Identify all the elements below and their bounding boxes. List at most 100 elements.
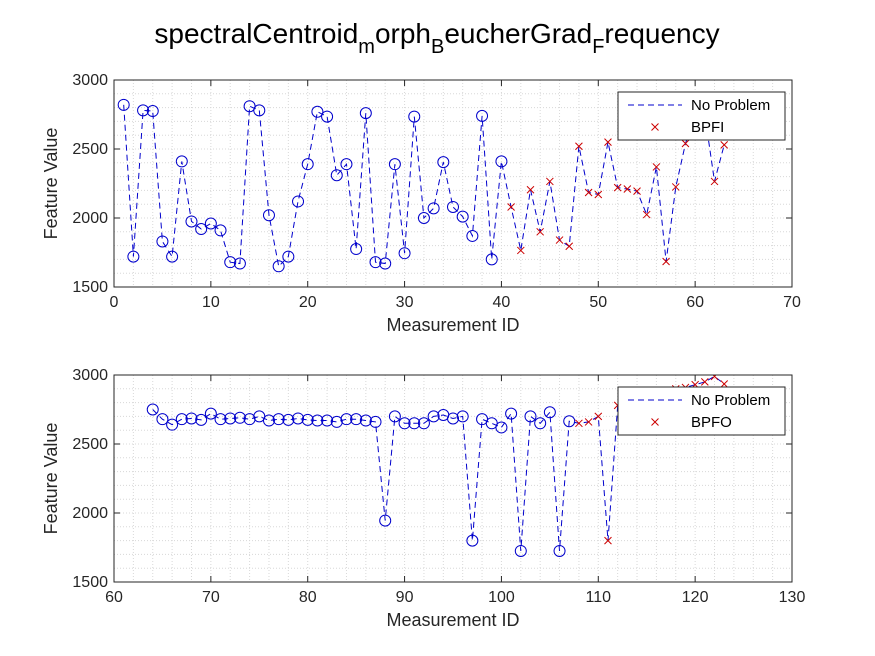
data-point-circle	[330, 169, 343, 182]
title-subscript: B	[431, 36, 444, 58]
data-point-cross	[681, 139, 690, 148]
data-point-circle	[437, 156, 450, 169]
data-point-circle	[311, 414, 324, 427]
data-point-circle	[340, 158, 353, 171]
data-point-circle	[175, 155, 188, 168]
data-point-circle	[233, 411, 246, 424]
data-point-cross	[584, 418, 593, 426]
y-axis-label: Feature Value	[41, 423, 61, 535]
title-subscript: m	[358, 36, 375, 58]
y-tick-label: 3000	[72, 367, 108, 384]
data-point-cross	[642, 210, 651, 219]
data-point-circle	[301, 413, 314, 426]
series-group	[117, 98, 729, 273]
data-point-cross	[623, 185, 632, 193]
series-line	[123, 104, 725, 268]
data-point-circle	[456, 210, 469, 223]
bottom-subplot: 60 70 80 90 100 110 120 130 1500 2000 2500 3000 Meas…	[41, 367, 805, 630]
legend: No Problem BPFI	[617, 91, 786, 141]
title-part: eucherGrad	[444, 18, 592, 49]
x-tick-label: 130	[779, 589, 806, 606]
data-point-circle	[514, 544, 527, 557]
x-tick-label: 80	[299, 589, 317, 606]
legend-box	[617, 91, 786, 141]
data-point-cross	[710, 375, 719, 381]
data-point-circle	[359, 414, 372, 427]
x-tick-label: 40	[493, 294, 511, 311]
x-axis-label: Measurement ID	[386, 315, 519, 335]
legend-box	[617, 386, 786, 436]
data-point-circle	[292, 412, 305, 425]
x-axis-label: Measurement ID	[386, 610, 519, 630]
x-tick-label: 70	[783, 294, 801, 311]
y-axis-label: Feature Value	[41, 128, 61, 240]
data-point-cross	[594, 190, 603, 199]
data-point-circle	[282, 413, 295, 426]
data-point-circle	[214, 224, 227, 237]
data-point-circle	[233, 257, 246, 270]
x-tick-label: 60	[105, 589, 123, 606]
data-point-circle	[408, 110, 421, 123]
y-tick-label: 2500	[72, 436, 108, 453]
y-tick-label: 1500	[72, 279, 108, 296]
legend-marker-swatch	[651, 418, 659, 426]
data-point-circle	[146, 403, 159, 416]
series-group	[146, 375, 729, 557]
y-tick-label: 2000	[72, 210, 108, 227]
data-point-cross	[652, 163, 661, 171]
data-point-circle	[272, 413, 285, 426]
data-point-cross	[526, 185, 535, 194]
data-point-circle	[137, 104, 150, 117]
data-point-cross	[710, 177, 719, 186]
legend-entry-label: No Problem	[691, 97, 770, 114]
data-point-cross	[536, 227, 545, 236]
data-point-circle	[195, 413, 208, 426]
data-point-circle	[543, 406, 556, 419]
data-point-circle	[156, 413, 169, 426]
data-point-circle	[146, 105, 159, 118]
data-point-circle	[495, 421, 508, 434]
legend: No Problem BPFO	[617, 386, 786, 436]
data-point-circle	[272, 260, 285, 273]
data-point-circle	[427, 410, 440, 423]
data-point-circle	[292, 195, 305, 208]
data-point-cross	[584, 188, 593, 197]
data-point-circle	[166, 418, 179, 431]
data-point-circle	[321, 414, 334, 427]
data-point-circle	[417, 417, 430, 430]
data-point-circle	[350, 413, 363, 426]
data-point-circle	[476, 109, 489, 122]
title-part: spectralCentroid	[154, 18, 358, 49]
data-point-circle	[398, 417, 411, 430]
x-tick-label: 50	[589, 294, 607, 311]
data-point-circle	[534, 417, 547, 430]
axes-box	[113, 374, 793, 583]
data-point-circle	[262, 414, 275, 427]
data-point-circle	[175, 413, 188, 426]
data-point-circle	[185, 215, 198, 228]
data-point-circle	[195, 223, 208, 236]
x-tick-label: 70	[202, 589, 220, 606]
title-part: requency	[604, 18, 719, 49]
x-tick-label: 100	[488, 589, 515, 606]
legend-entry-label: BPFO	[691, 414, 732, 431]
x-tick-label: 0	[110, 294, 119, 311]
data-point-circle	[466, 534, 479, 547]
data-point-cross	[613, 183, 622, 192]
top-subplot: 0 10 20 30 40 50 60 70 1500 2000 2500 3000 Measureme…	[41, 72, 801, 335]
data-point-circle	[185, 412, 198, 425]
data-point-circle	[214, 413, 227, 426]
y-tick-label: 1500	[72, 574, 108, 591]
data-point-circle	[379, 514, 392, 527]
data-point-cross	[507, 203, 515, 211]
y-tick-label: 2000	[72, 505, 108, 522]
data-point-circle	[369, 256, 382, 269]
data-point-circle	[553, 544, 566, 557]
data-point-circle	[282, 250, 295, 263]
legend-entry-label: BPFI	[691, 119, 724, 136]
data-point-circle	[262, 209, 275, 222]
data-point-circle	[398, 247, 411, 260]
data-point-circle	[301, 158, 314, 171]
chart-title: spectralCentroidmorphBeucherGradFrequenc…	[154, 18, 719, 58]
data-point-cross	[565, 242, 574, 251]
